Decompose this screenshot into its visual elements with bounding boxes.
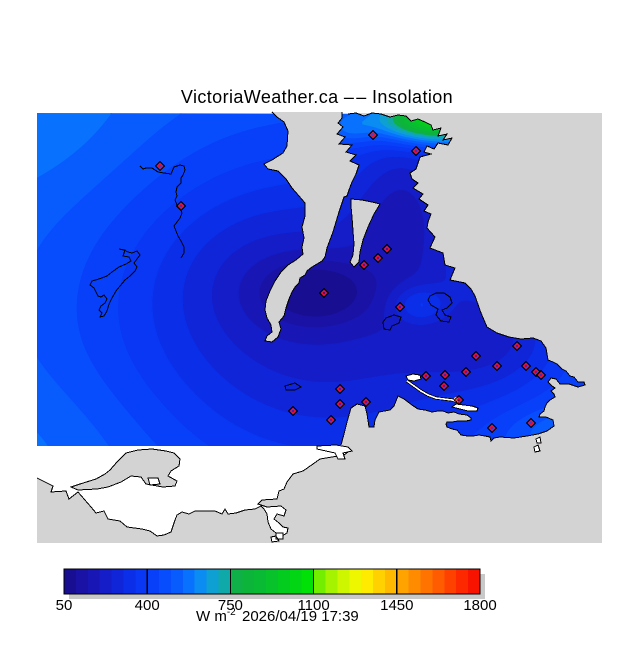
svg-text:400: 400 bbox=[135, 597, 160, 614]
svg-text:1100: 1100 bbox=[297, 597, 329, 614]
svg-text:W m-2: W m-2 bbox=[196, 607, 236, 625]
svg-text:2026/04/19 17:39: 2026/04/19 17:39 bbox=[242, 608, 359, 625]
svg-text:1800: 1800 bbox=[463, 597, 496, 614]
svg-text:50: 50 bbox=[56, 597, 73, 614]
svg-text:750: 750 bbox=[218, 597, 243, 614]
svg-text:1450: 1450 bbox=[380, 597, 413, 614]
svg-text:VictoriaWeather.ca – – Insolat: VictoriaWeather.ca – – Insolation bbox=[181, 87, 453, 107]
